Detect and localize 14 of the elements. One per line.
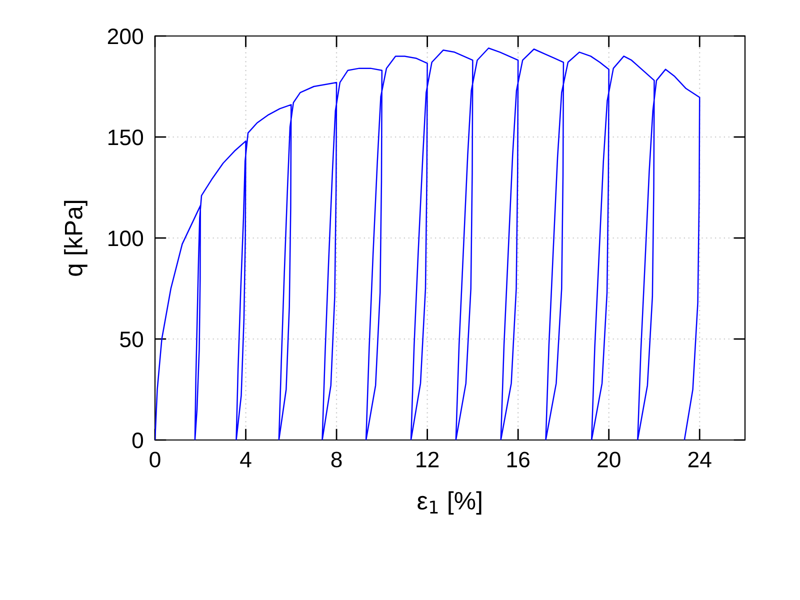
y-tick-label: 150 — [108, 130, 144, 146]
y-tick-label: 100 — [108, 230, 144, 246]
x-tick-label: 0 — [150, 452, 160, 468]
x-tick-label: 20 — [598, 452, 620, 468]
x-axis-title: ε$_{1}$ [%] — [418, 491, 482, 515]
y-tick-label: 50 — [120, 332, 144, 348]
y-tick-label: 0 — [132, 432, 144, 448]
x-tick-label: 12 — [416, 452, 439, 468]
x-tick-label: 24 — [688, 452, 712, 468]
x-tick-label: 4 — [240, 452, 252, 468]
x-tick-label: 8 — [331, 452, 342, 468]
x-tick-label: 16 — [507, 452, 530, 468]
y-axis-title: q [kPa] — [64, 200, 88, 276]
y-tick-label: 200 — [108, 28, 144, 44]
